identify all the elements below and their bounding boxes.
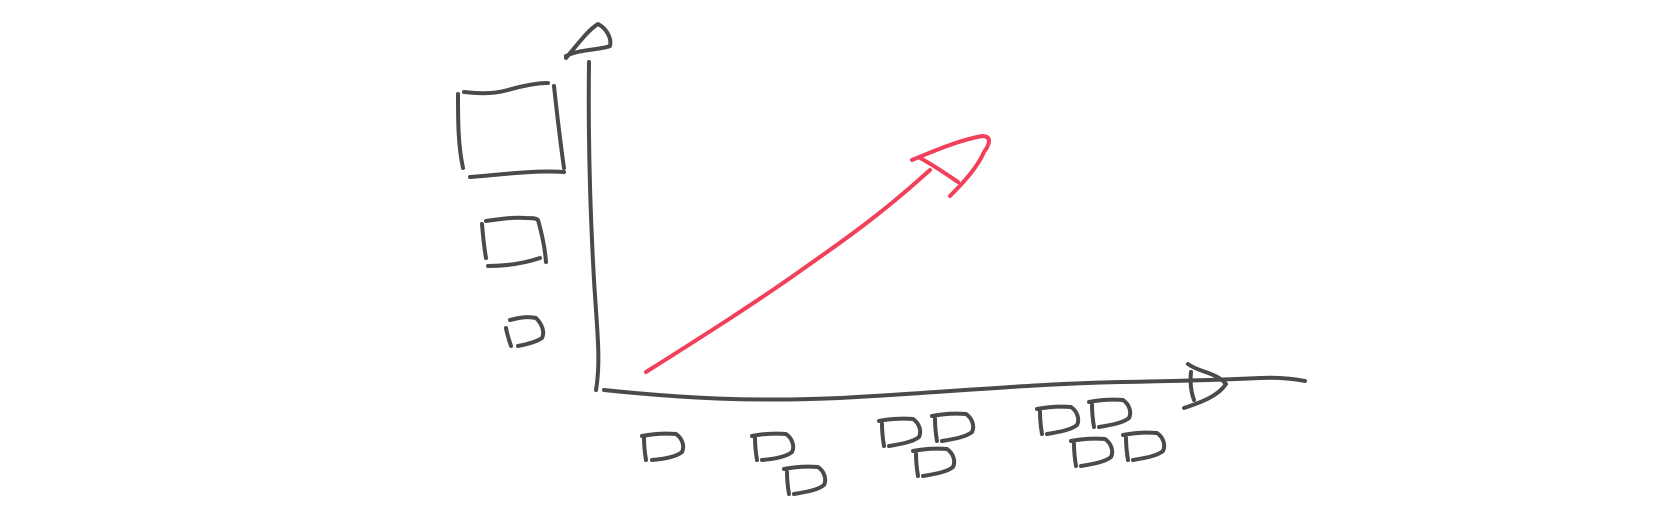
x-marker (782, 464, 828, 496)
x-axis-arrowhead (1182, 362, 1228, 410)
x-marker-group-4 (1035, 397, 1167, 468)
y-marker-small (504, 315, 546, 348)
x-marker-group-1 (640, 431, 686, 462)
x-marker (1035, 404, 1081, 436)
trend-arrow-line (644, 168, 932, 374)
x-marker (640, 431, 686, 462)
x-axis (602, 362, 1307, 410)
y-marker-medium (480, 215, 548, 268)
y-axis (564, 22, 613, 392)
trend-arrow-head (910, 134, 991, 198)
y-axis-line (586, 60, 601, 392)
x-axis-markers (640, 397, 1167, 496)
trend-arrow (644, 134, 991, 374)
x-marker (877, 416, 923, 448)
x-marker (750, 431, 796, 462)
y-axis-markers (456, 81, 566, 348)
x-marker-group-3 (877, 411, 976, 478)
x-marker-group-2 (750, 431, 828, 496)
x-marker (1087, 397, 1133, 429)
y-marker-large (456, 81, 566, 179)
y-axis-arrowhead (564, 22, 613, 60)
x-marker (1069, 436, 1115, 468)
x-marker (930, 411, 976, 443)
x-axis-line (602, 375, 1307, 402)
x-marker (1121, 430, 1167, 462)
x-marker (911, 446, 957, 478)
